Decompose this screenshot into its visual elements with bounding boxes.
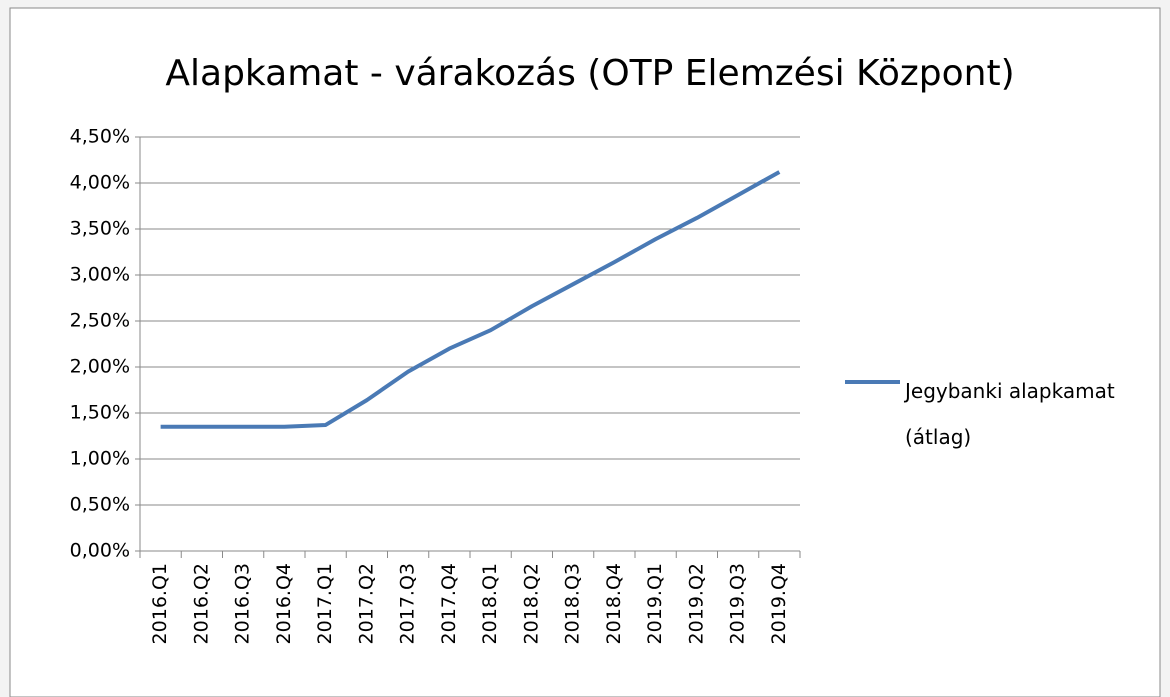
- y-tick-label: 1,50%: [70, 402, 130, 424]
- x-tick-label: 2016.Q1: [149, 563, 171, 644]
- x-tick-label: 2017.Q1: [314, 563, 336, 644]
- y-tick-label: 1,00%: [70, 448, 130, 470]
- x-tick-label: 2018.Q3: [562, 563, 584, 644]
- x-tick-label: 2019.Q4: [768, 563, 790, 644]
- y-tick-label: 0,50%: [70, 494, 130, 516]
- y-tick-label: 0,00%: [70, 540, 130, 562]
- x-tick-label: 2017.Q2: [355, 563, 377, 644]
- line-series: [160, 170, 781, 429]
- x-tick-label: 2016.Q3: [232, 563, 254, 644]
- y-tick-label: 3,50%: [70, 218, 130, 240]
- legend-label: Jegybanki alapkamat (átlag): [905, 379, 1115, 449]
- x-tick-label: 2018.Q4: [603, 563, 625, 644]
- y-tick-label: 2,00%: [70, 356, 130, 378]
- x-tick-label: 2017.Q3: [397, 563, 419, 644]
- x-tick-label: 2019.Q1: [644, 563, 666, 644]
- y-tick-label: 3,00%: [70, 264, 130, 286]
- x-tick-label: 2019.Q3: [727, 563, 749, 644]
- y-tick-label: 4,00%: [70, 172, 130, 194]
- x-tick-label: 2019.Q2: [685, 563, 707, 644]
- chart-title: Alapkamat - várakozás (OTP Elemzési Közp…: [165, 53, 1014, 94]
- x-tick-label: 2017.Q4: [438, 563, 460, 644]
- y-tick-label: 2,50%: [70, 310, 130, 332]
- x-tick-label: 2016.Q4: [273, 563, 295, 644]
- y-tick-label: 4,50%: [70, 126, 130, 148]
- x-tick-label: 2018.Q2: [520, 563, 542, 644]
- chart-frame: [9, 7, 1161, 697]
- x-tick-label: 2018.Q1: [479, 563, 501, 644]
- x-tick-label: 2016.Q2: [190, 563, 212, 644]
